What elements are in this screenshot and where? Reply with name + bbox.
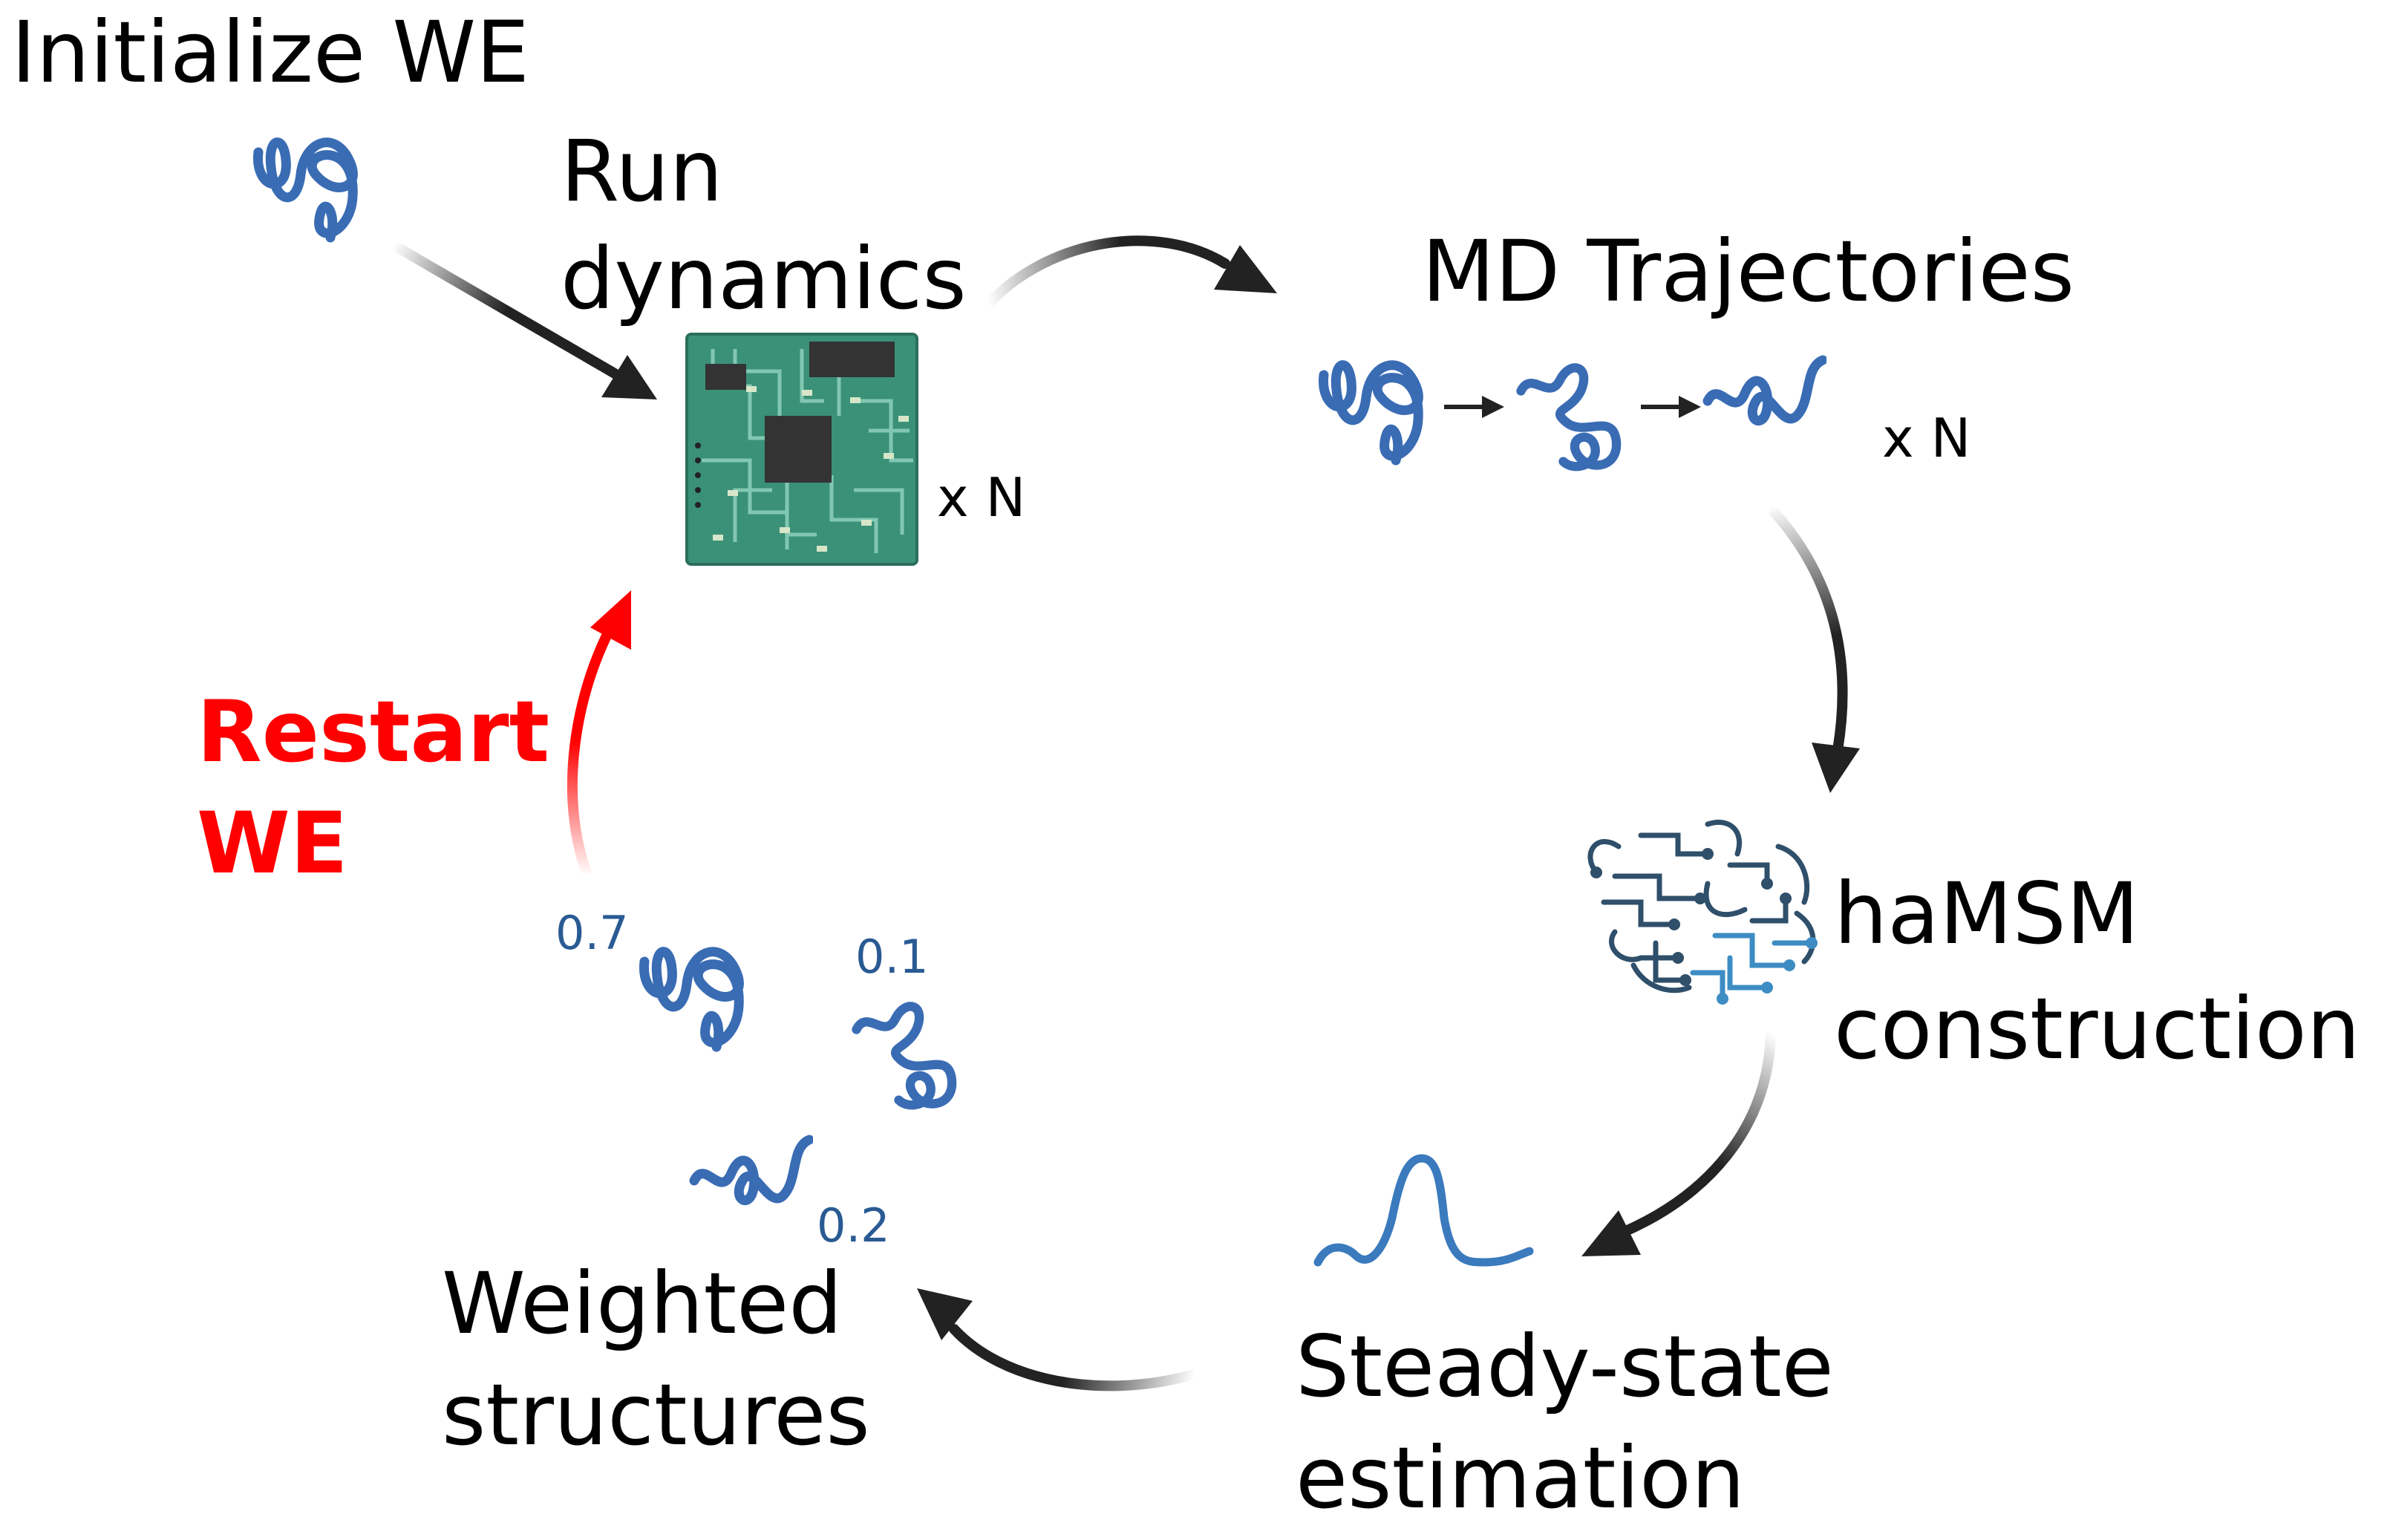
hamsm-label-line1: haMSM (1834, 864, 2139, 963)
protein-icon (1708, 360, 1823, 421)
protein-icon (1521, 368, 1617, 466)
gpu-chip-icon (685, 333, 918, 566)
restart-label-line2: WE (197, 794, 348, 893)
weighted-label-line2: structures (442, 1366, 870, 1464)
weight-label-3: 0.2 (817, 1198, 890, 1253)
weight-label-2: 0.1 (855, 930, 929, 984)
gpu-count-label: x N (937, 466, 1025, 529)
trajectory-count-label: x N (1882, 407, 1971, 469)
protein-icon (1323, 365, 1418, 460)
hamsm-to-steady-state-arrow (1581, 1031, 1776, 1256)
md-trajectories-label: MD Trajectories (1422, 222, 2074, 321)
hamsm-label-line2: construction (1834, 979, 2360, 1078)
trajectories-to-hamsm-arrow (1769, 507, 1860, 793)
steady-state-label-line2: estimation (1296, 1429, 1745, 1527)
restart-arrow (567, 590, 631, 878)
run-label-line2: dynamics (561, 229, 967, 328)
brain-circuit-icon (1587, 819, 1818, 1005)
run-label-line1: Run (561, 122, 723, 221)
steady-state-label-line1: Steady-state (1296, 1317, 1834, 1416)
initialize-label: Initialize WE (11, 3, 529, 102)
weighted-label-line1: Weighted (442, 1254, 843, 1353)
protein-icon (694, 1140, 809, 1201)
protein-icon (857, 1006, 953, 1105)
protein-icon (644, 952, 739, 1047)
distribution-curve-icon (1313, 1154, 1534, 1267)
protein-icon (258, 143, 353, 238)
steady-state-to-weighted-arrow (917, 1288, 1197, 1391)
restart-label-line1: Restart (197, 682, 549, 781)
run-to-trajectories-arrow (986, 235, 1277, 306)
weight-label-1: 0.7 (555, 906, 629, 960)
initialize-arrow (388, 240, 657, 399)
